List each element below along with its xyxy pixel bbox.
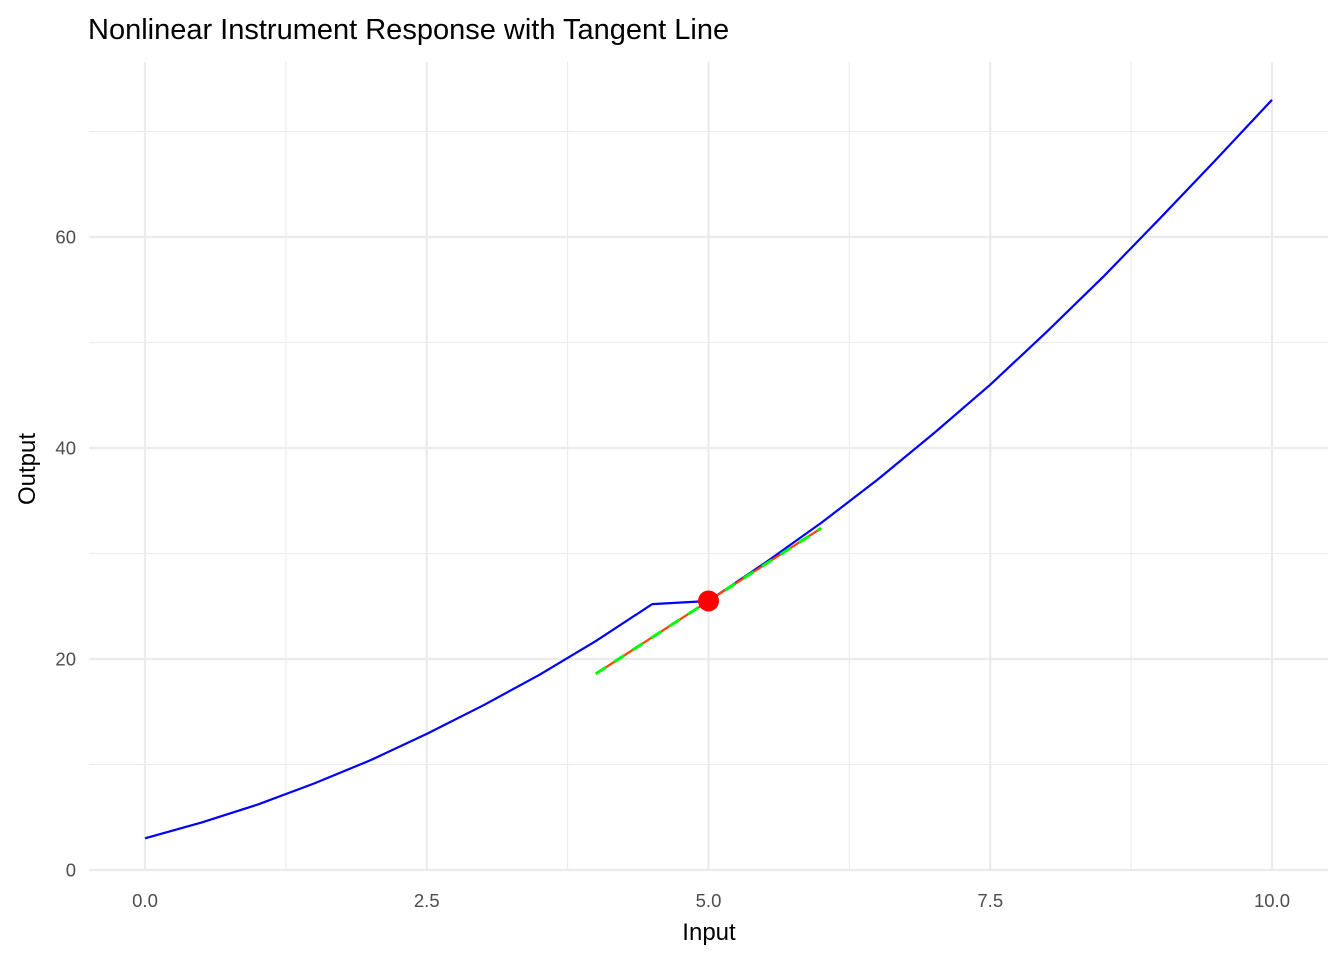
x-tick-label: 5.0 <box>696 890 722 911</box>
tangent-point <box>698 590 719 612</box>
y-tick-label: 40 <box>55 438 76 459</box>
grid <box>89 62 1328 872</box>
y-tick-label: 60 <box>55 227 76 248</box>
x-tick-label: 2.5 <box>414 890 440 911</box>
plot-area <box>144 99 1273 840</box>
x-tick-label: 0.0 <box>132 890 158 911</box>
chart-title: Nonlinear Instrument Response with Tange… <box>88 14 729 46</box>
tick-labels: 0.0 2.5 5.0 7.5 10.0 0 20 40 60 <box>55 227 1290 912</box>
x-tick-label: 7.5 <box>977 890 1003 911</box>
y-tick-label: 0 <box>66 860 76 881</box>
y-tick-label: 20 <box>55 649 76 670</box>
y-axis-title: Output <box>14 433 41 505</box>
x-axis-title: Input <box>682 919 736 946</box>
x-tick-label: 10.0 <box>1254 890 1290 911</box>
